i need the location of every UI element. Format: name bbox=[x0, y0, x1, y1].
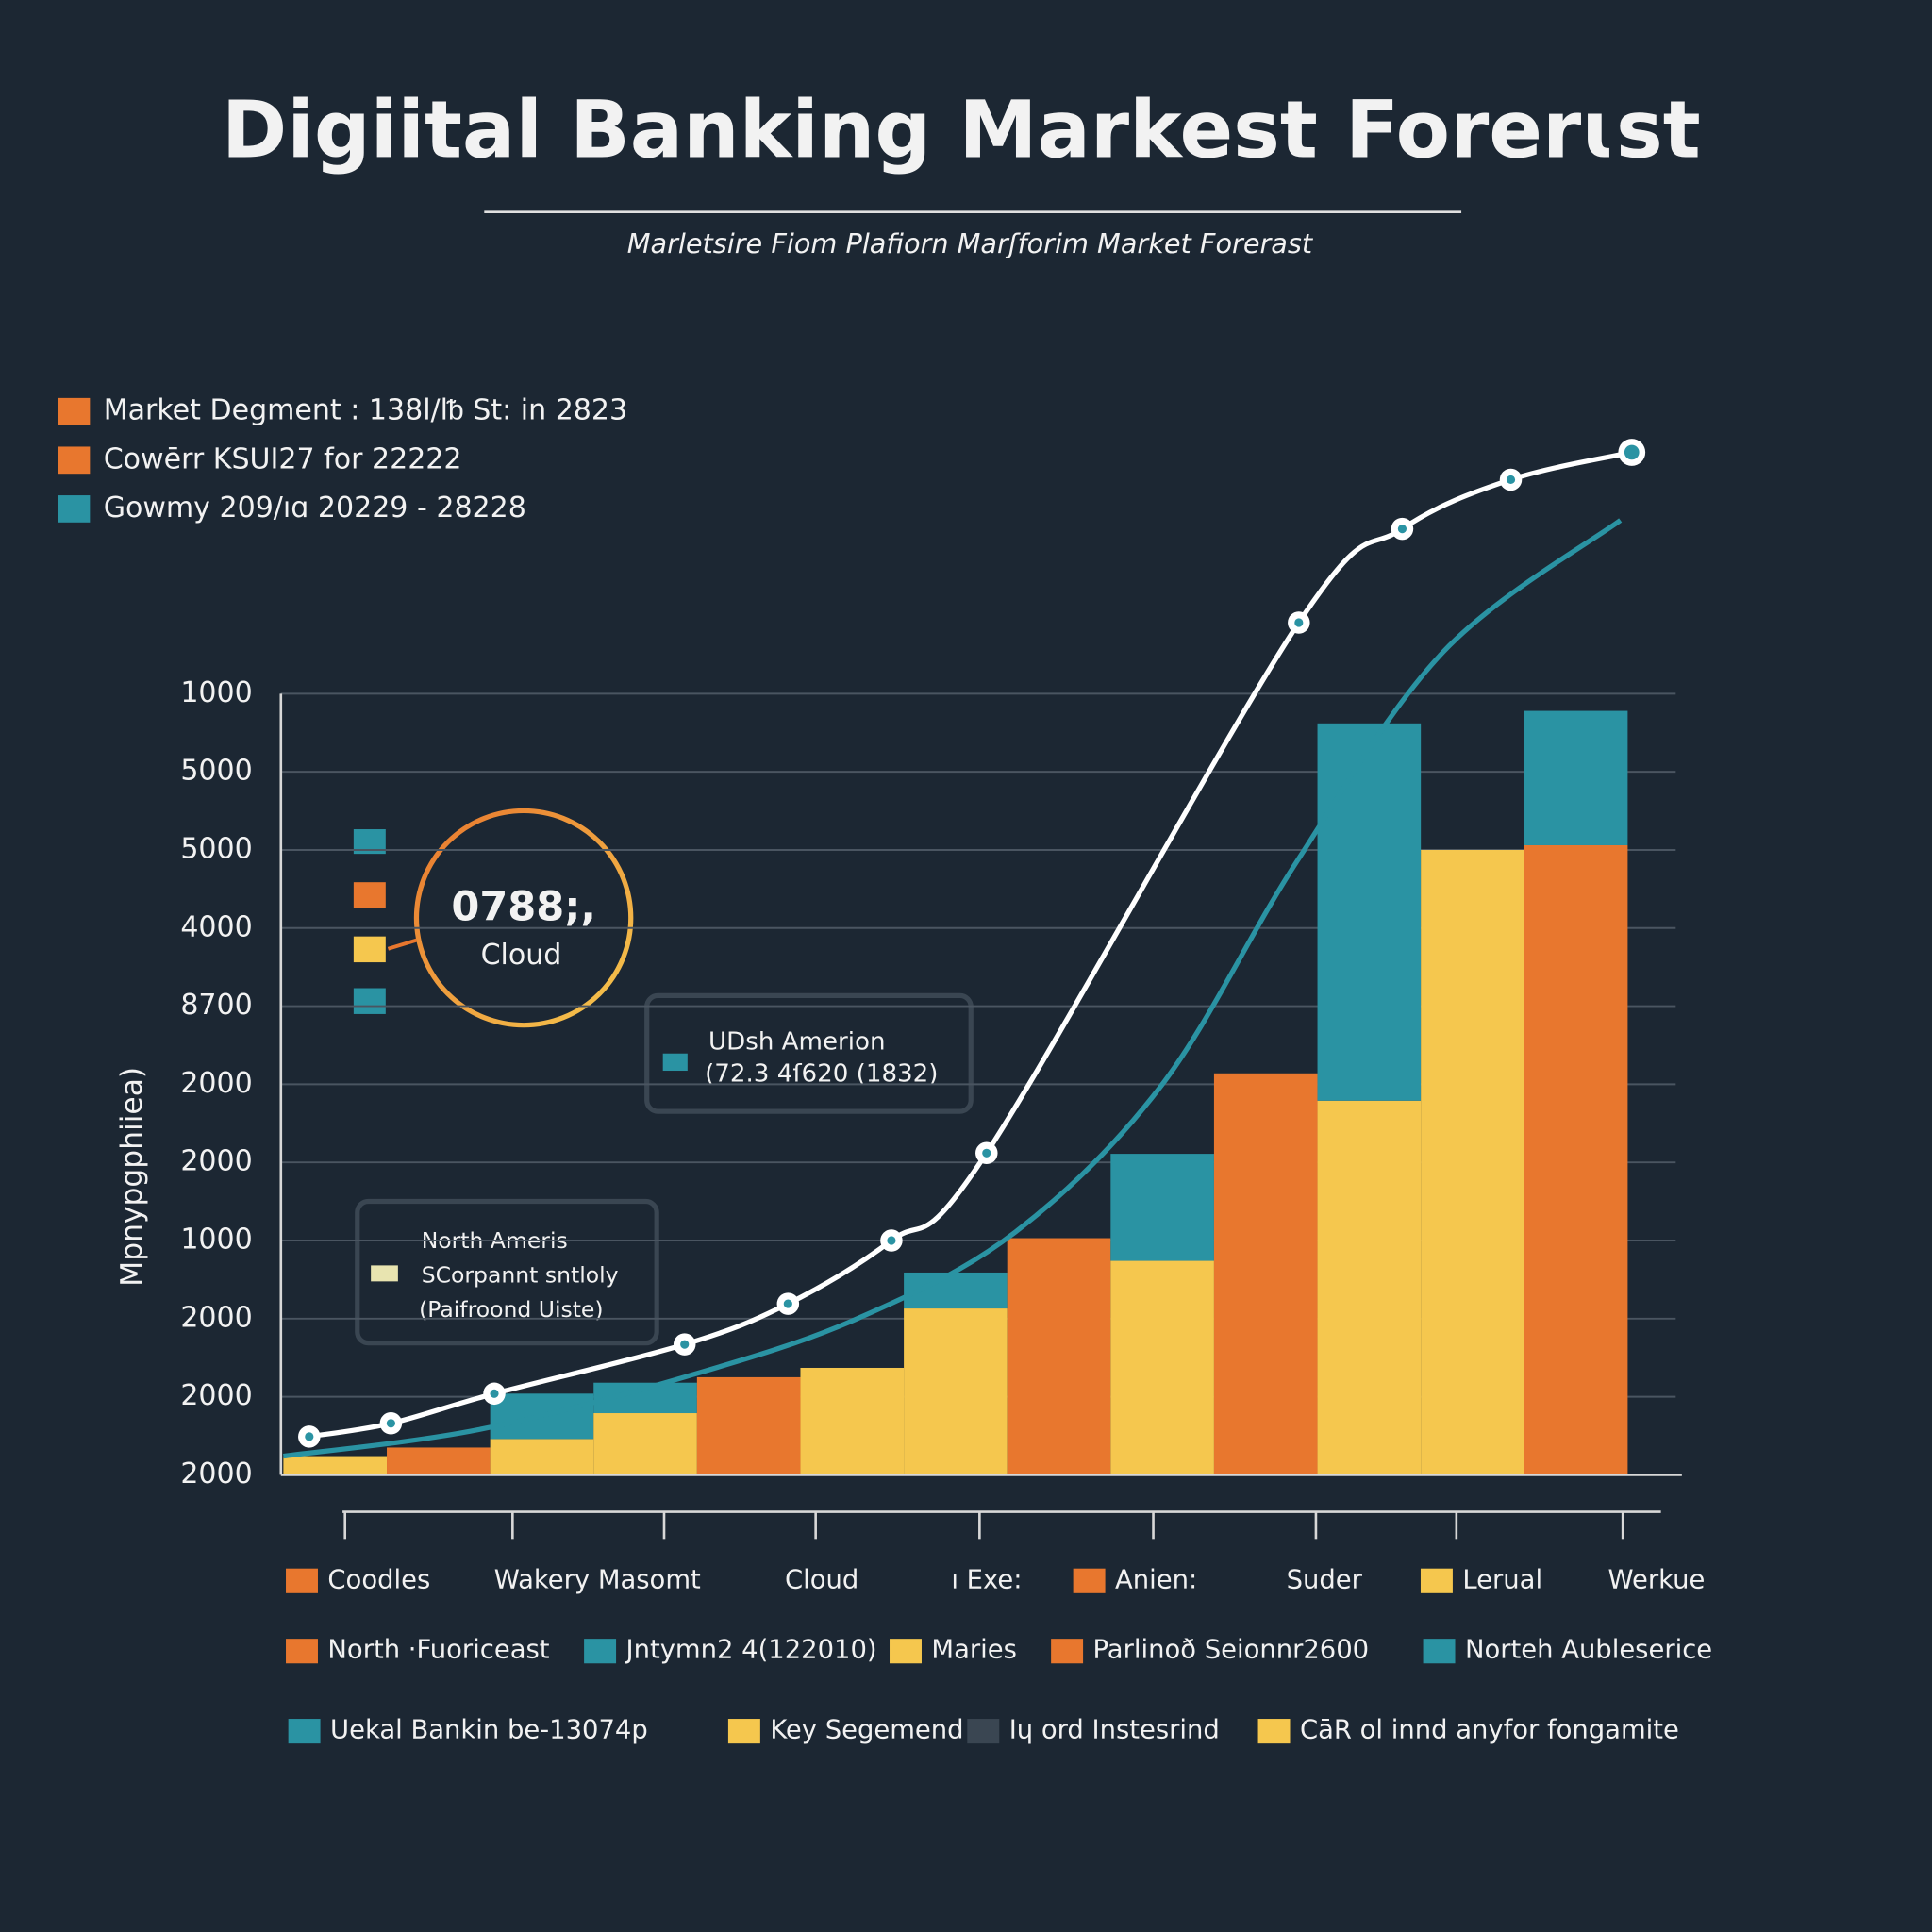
chart-subtitle: Marletsire Fiom Plafiorn Marʃforim Marke… bbox=[627, 227, 1314, 259]
legend-label: Wakery Masomt bbox=[494, 1565, 701, 1594]
line-marker-dot bbox=[680, 1340, 690, 1349]
line-marker-dot bbox=[1294, 618, 1304, 627]
trend-line bbox=[283, 518, 1623, 1459]
legend-label: Key Segemend bbox=[770, 1716, 963, 1745]
info-box-text: UDsh Amerion bbox=[708, 1027, 886, 1056]
legend-label: Gowmy 209/ıɑ 20229 - 28228 bbox=[104, 491, 526, 525]
legend-swatch bbox=[967, 1719, 1000, 1744]
legend-label: Market Degment : 138l/lᵬ St: in 2823 bbox=[104, 394, 627, 427]
bar-segment bbox=[1110, 1154, 1214, 1261]
legend-swatch bbox=[1423, 1639, 1456, 1664]
bar-segment bbox=[283, 1456, 388, 1475]
y-tick-label: 2000 bbox=[180, 1145, 252, 1178]
legend-label: Jntymn2 4(122010) bbox=[625, 1636, 877, 1665]
legend-label: Norteh Aubleserice bbox=[1465, 1636, 1712, 1665]
legend-label: North ·Fuoriceast bbox=[327, 1636, 549, 1665]
legend-swatch bbox=[727, 1719, 760, 1744]
bar-segment bbox=[1007, 1238, 1111, 1475]
line-marker-dot bbox=[305, 1432, 314, 1441]
bar-segment bbox=[1524, 844, 1628, 1475]
legend-swatch bbox=[58, 397, 91, 425]
line-marker-dot bbox=[783, 1299, 792, 1308]
bar-segment bbox=[1213, 1073, 1318, 1475]
line-marker-dot bbox=[386, 1419, 395, 1428]
callout-swatch bbox=[353, 988, 386, 1014]
legend-swatch bbox=[1420, 1568, 1453, 1593]
y-tick-label: 2000 bbox=[180, 1457, 252, 1491]
callout-connector bbox=[387, 938, 418, 951]
y-tick-label: 2000 bbox=[180, 1301, 252, 1334]
legend-swatch bbox=[58, 495, 91, 523]
info-box-swatch bbox=[662, 1053, 688, 1072]
line-marker-dot bbox=[1624, 444, 1640, 460]
legend-label: Lerual bbox=[1462, 1565, 1542, 1594]
line-marker-dot bbox=[982, 1148, 991, 1158]
y-tick-label: 5000 bbox=[180, 755, 252, 788]
line-marker-dot bbox=[490, 1389, 499, 1398]
y-axis-label: Mpnypgphiiea) bbox=[115, 1067, 149, 1287]
legend-swatch bbox=[1257, 1719, 1291, 1744]
callout-text: Cloud bbox=[481, 939, 562, 972]
y-tick-label: 2000 bbox=[180, 1379, 252, 1412]
bar-segment bbox=[800, 1367, 905, 1475]
legend-swatch bbox=[286, 1568, 318, 1593]
legend-label: ı Exe: bbox=[951, 1565, 1022, 1594]
info-box bbox=[355, 1198, 659, 1346]
legend-label: Coodles bbox=[327, 1565, 430, 1594]
legend-swatch bbox=[288, 1719, 321, 1744]
legend-swatch bbox=[584, 1639, 617, 1664]
bar-segment bbox=[1524, 710, 1628, 845]
legend-label: Werkue bbox=[1607, 1565, 1705, 1594]
bar-segment bbox=[1317, 1100, 1422, 1475]
bar-segment bbox=[696, 1376, 801, 1475]
legend-swatch bbox=[58, 446, 91, 475]
info-box-swatch bbox=[371, 1265, 398, 1282]
legend-label: Uekal Bankin be-13074p bbox=[330, 1716, 648, 1745]
legend-label: Suder bbox=[1287, 1565, 1363, 1594]
info-box-text: SCorpannt sntloly bbox=[422, 1262, 619, 1289]
line-marker-dot bbox=[887, 1236, 896, 1245]
y-tick-label: 1000 bbox=[180, 676, 252, 709]
callout-ring bbox=[413, 808, 634, 1028]
legend-swatch bbox=[1051, 1639, 1084, 1664]
line-marker-dot bbox=[1506, 475, 1516, 485]
legend-swatch bbox=[890, 1639, 922, 1664]
bar-segment bbox=[1421, 849, 1524, 1475]
legend-label: Parlinoð Seionnr2600 bbox=[1093, 1636, 1370, 1665]
legend-swatch bbox=[1073, 1568, 1106, 1593]
legend-label: Cowērr KSUI27 for 22222 bbox=[104, 442, 462, 475]
callout-swatch bbox=[353, 936, 386, 963]
y-tick-label: 5000 bbox=[180, 832, 252, 865]
y-tick-label: 8700 bbox=[180, 989, 252, 1022]
y-tick-label: 1000 bbox=[180, 1224, 252, 1257]
legend-swatch bbox=[286, 1639, 318, 1664]
line-marker-dot bbox=[1397, 525, 1407, 534]
legend-label: CāR ol innd anyfor fongamite bbox=[1300, 1716, 1679, 1745]
info-box bbox=[644, 992, 974, 1114]
y-tick-label: 4000 bbox=[180, 910, 252, 943]
bar-segment bbox=[1110, 1260, 1214, 1475]
legend-label: Iɥ ord Instesrind bbox=[1009, 1716, 1220, 1745]
legend-label: Cloud bbox=[785, 1565, 858, 1594]
bar-segment bbox=[593, 1413, 697, 1475]
y-tick-label: 2000 bbox=[180, 1067, 252, 1100]
bar-segment bbox=[904, 1308, 1008, 1475]
chart-title: Digiital Banking Markest Forerɩst bbox=[222, 84, 1701, 176]
bar-segment bbox=[1317, 723, 1422, 1101]
callout-swatch bbox=[353, 882, 386, 908]
legend-label: Maries bbox=[931, 1636, 1016, 1665]
bar-segment bbox=[490, 1439, 594, 1475]
callout-value: 0788;, bbox=[451, 883, 596, 930]
legend-label: Anien: bbox=[1115, 1565, 1197, 1594]
bar-segment bbox=[387, 1447, 491, 1475]
